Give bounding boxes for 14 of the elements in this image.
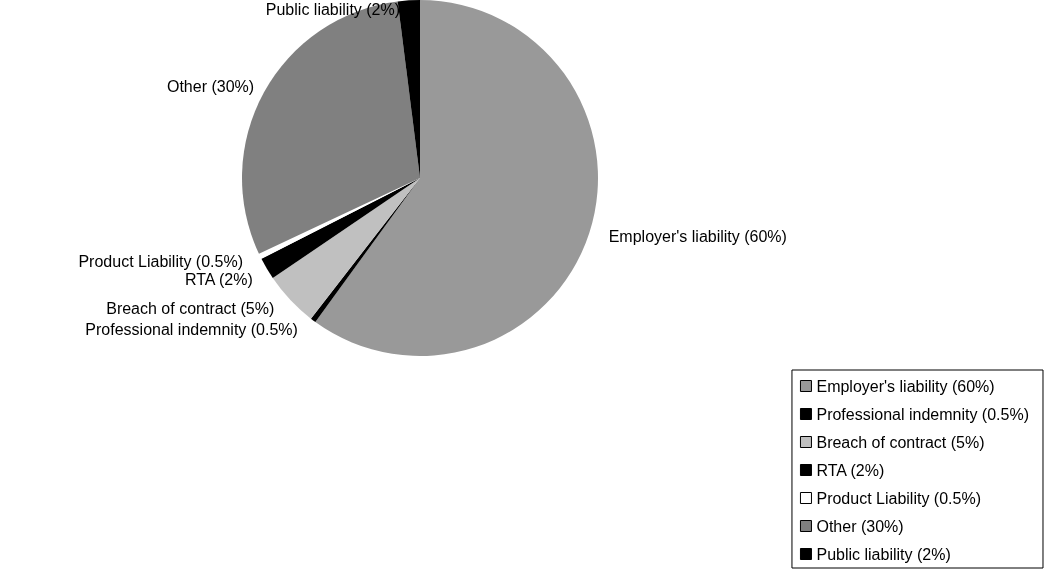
category-label: Public liability (2%) (265, 0, 401, 18)
slice-label: Other (30%) (166, 77, 255, 95)
legend-label: RTA (2%) (816, 461, 885, 479)
legend-label: Professional indemnity (0.5%) (816, 405, 1030, 423)
legend-label: Breach of contract (5%) (816, 433, 985, 451)
slice-label: Professional indemnity (0.5%) (85, 321, 298, 339)
slice-label: Product Liability (0.5%) (78, 253, 243, 271)
slice-label: Breach of contract (5%) (106, 299, 275, 317)
legend-label: Other (30%) (816, 517, 904, 535)
legend-label: Public liability (2%) (816, 545, 951, 563)
category-label: Product Liability (0.5%) (816, 489, 981, 507)
legend-label: Employer's liability (60%) (816, 377, 995, 395)
slice-label: Employer's liability (60%) (608, 228, 787, 246)
category-label: RTA (2%) (184, 271, 253, 289)
